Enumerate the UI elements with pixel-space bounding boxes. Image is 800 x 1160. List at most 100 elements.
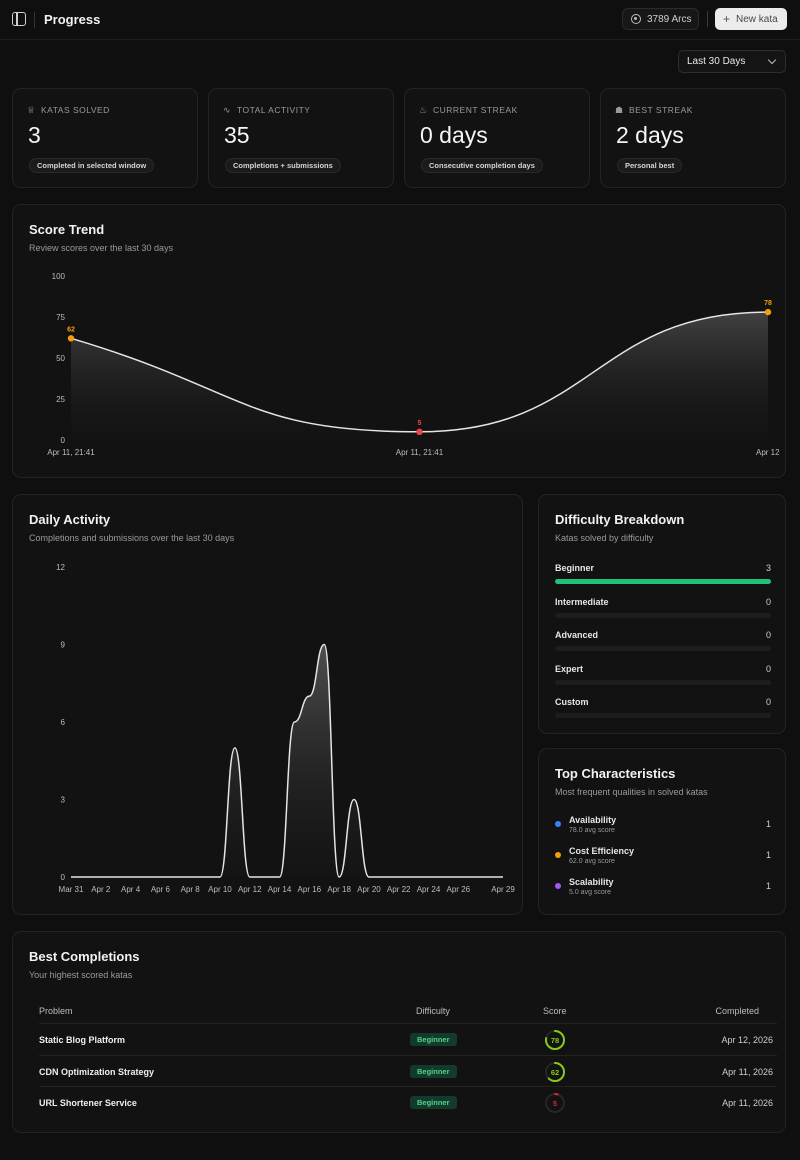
x-tick-label: Apr 11, 21:41 <box>47 448 95 457</box>
stat-value: 2 days <box>616 122 684 148</box>
difficulty-count: 0 <box>765 630 771 640</box>
characteristic-color-dot <box>555 821 561 827</box>
x-tick-label: Apr 24 <box>417 885 441 894</box>
table-row[interactable]: CDN Optimization Strategy Beginner 62 Apr 1… <box>39 1054 777 1087</box>
characteristic-count: 1 <box>765 881 771 891</box>
score-ring: 5 <box>545 1093 565 1113</box>
y-tick-label: 75 <box>56 313 65 322</box>
stat-value: 0 days <box>420 122 488 148</box>
best-completions-subtitle: Your highest scored katas <box>29 970 133 980</box>
daily-activity-chart: 0 3 6 9 12 Mar 31 Apr 2 Apr 4 Apr 6 Apr 8 Apr 10 Ap… <box>56 563 515 894</box>
column-header-score[interactable]: Score <box>543 1006 567 1016</box>
stat-label-row: ∿ TOTAL ACTIVITY <box>223 105 310 115</box>
score-point <box>416 428 423 435</box>
x-tick-label: Apr 16 <box>298 885 322 894</box>
problem-name[interactable]: URL Shortener Service <box>39 1098 137 1108</box>
stat-card-total-activity: ∿ TOTAL ACTIVITY 35 Completions + submis… <box>208 88 394 188</box>
y-tick-label: 50 <box>56 354 65 363</box>
x-tick-label: Apr 11, 21:41 <box>396 448 444 457</box>
difficulty-breakdown-card: Difficulty Breakdown Katas solved by dif… <box>538 494 786 734</box>
score-data-label: 5 <box>418 420 422 427</box>
x-tick-label: Apr 8 <box>181 885 201 894</box>
score-ring-fill <box>545 1061 565 1082</box>
x-tick-label: Apr 6 <box>151 885 171 894</box>
difficulty-bar-track <box>555 612 771 618</box>
table-row[interactable]: URL Shortener Service Beginner 5 Apr 11, 20… <box>39 1086 777 1118</box>
score-ring: 78 <box>545 1030 565 1050</box>
activity-area <box>71 644 503 877</box>
column-header-completed[interactable]: Completed <box>715 1006 759 1016</box>
characteristic-count: 1 <box>765 819 771 829</box>
x-tick-label: Mar 31 <box>59 885 84 894</box>
medal-icon: ☗ <box>615 104 624 115</box>
y-tick-label: 6 <box>61 718 66 727</box>
new-kata-button[interactable]: + New kata <box>715 8 787 30</box>
characteristic-name: Cost Efficiency <box>569 846 635 856</box>
stat-label: CURRENT STREAK <box>433 105 518 115</box>
x-tick-label: Apr 10 <box>208 885 232 894</box>
stat-value: 35 <box>224 122 250 148</box>
characteristic-row: Availability 78.0 avg score 1 <box>555 815 771 837</box>
completed-date: Apr 11, 2026 <box>722 1066 773 1077</box>
score-ring: 62 <box>545 1061 565 1082</box>
characteristic-avg-score: 5.0 avg score <box>569 889 612 896</box>
best-completions-card: Best Completions Your highest scored kat… <box>12 931 786 1133</box>
column-header-difficulty[interactable]: Difficulty <box>416 1006 450 1016</box>
page-title: Progress <box>44 12 101 27</box>
stat-label-row: ☗ BEST STREAK <box>615 105 693 115</box>
header-divider <box>707 11 708 27</box>
activity-icon: ∿ <box>223 104 232 115</box>
stat-badge: Completions + submissions <box>225 158 341 173</box>
y-tick-label: 9 <box>61 641 66 650</box>
difficulty-count: 0 <box>765 596 771 607</box>
score-value: 78 <box>551 1036 559 1045</box>
difficulty-count: 0 <box>765 697 771 707</box>
arcs-balance[interactable]: 3789 Arcs <box>622 8 699 30</box>
characteristic-color-dot <box>555 852 561 858</box>
difficulty-row: Intermediate 0 <box>555 596 771 618</box>
difficulty-label: Expert <box>555 663 584 674</box>
difficulty-label: Beginner <box>555 563 595 573</box>
plus-icon: + <box>723 12 731 26</box>
y-tick-label: 25 <box>56 395 65 404</box>
score-ring-fill <box>545 1030 565 1050</box>
characteristic-avg-score: 62.0 avg score <box>569 858 615 865</box>
score-trend-card: Score Trend Review scores over the last … <box>12 204 786 478</box>
characteristics-subtitle: Most frequent qualities in solved katas <box>555 787 708 797</box>
column-header-problem[interactable]: Problem <box>39 1006 73 1016</box>
sidebar-toggle-icon[interactable] <box>12 12 26 26</box>
difficulty-label: Advanced <box>555 630 599 640</box>
completed-date: Apr 12, 2026 <box>721 1035 773 1045</box>
difficulty-bar-track <box>555 646 771 651</box>
difficulty-badge: Beginner <box>410 1064 457 1078</box>
characteristic-color-dot <box>555 883 561 889</box>
characteristic-name: Availability <box>569 815 617 825</box>
table-row[interactable]: Static Blog Platform Beginner 78 Apr 12, 20… <box>39 1023 777 1055</box>
best-completions-title: Best Completions <box>29 949 140 964</box>
stat-label-row: ♨ CURRENT STREAK <box>419 105 518 115</box>
y-tick-label: 12 <box>56 563 65 572</box>
problem-name[interactable]: Static Blog Platform <box>39 1035 126 1045</box>
new-kata-label: New kata <box>736 13 778 25</box>
x-tick-label: Apr 20 <box>357 885 381 894</box>
y-tick-label: 100 <box>52 272 66 281</box>
date-range-select[interactable]: Last 30 Days <box>678 50 786 73</box>
difficulty-count: 3 <box>765 563 771 573</box>
x-tick-label: Apr 26 <box>447 885 471 894</box>
x-tick-label: Apr 29 <box>491 885 515 894</box>
stat-label: BEST STREAK <box>629 105 693 115</box>
daily-activity-title: Daily Activity <box>29 512 111 527</box>
trophy-icon: ♕ <box>27 104 36 115</box>
completed-date: Apr 11, 2026 <box>722 1098 773 1108</box>
x-tick-label: Apr 2 <box>91 885 111 894</box>
difficulty-bar-track <box>555 713 771 718</box>
difficulty-row: Beginner 3 <box>555 563 771 584</box>
problem-name[interactable]: CDN Optimization Strategy <box>39 1066 155 1077</box>
characteristic-row: Cost Efficiency 62.0 avg score 1 <box>555 846 771 868</box>
stat-value: 3 <box>28 122 41 148</box>
stat-card-katas-solved: ♕ KATAS SOLVED 3 Completed in selected w… <box>12 88 198 188</box>
score-value: 62 <box>551 1068 559 1077</box>
y-tick-label: 0 <box>61 436 66 445</box>
characteristic-count: 1 <box>765 850 771 860</box>
x-tick-label: Apr 4 <box>121 885 141 894</box>
